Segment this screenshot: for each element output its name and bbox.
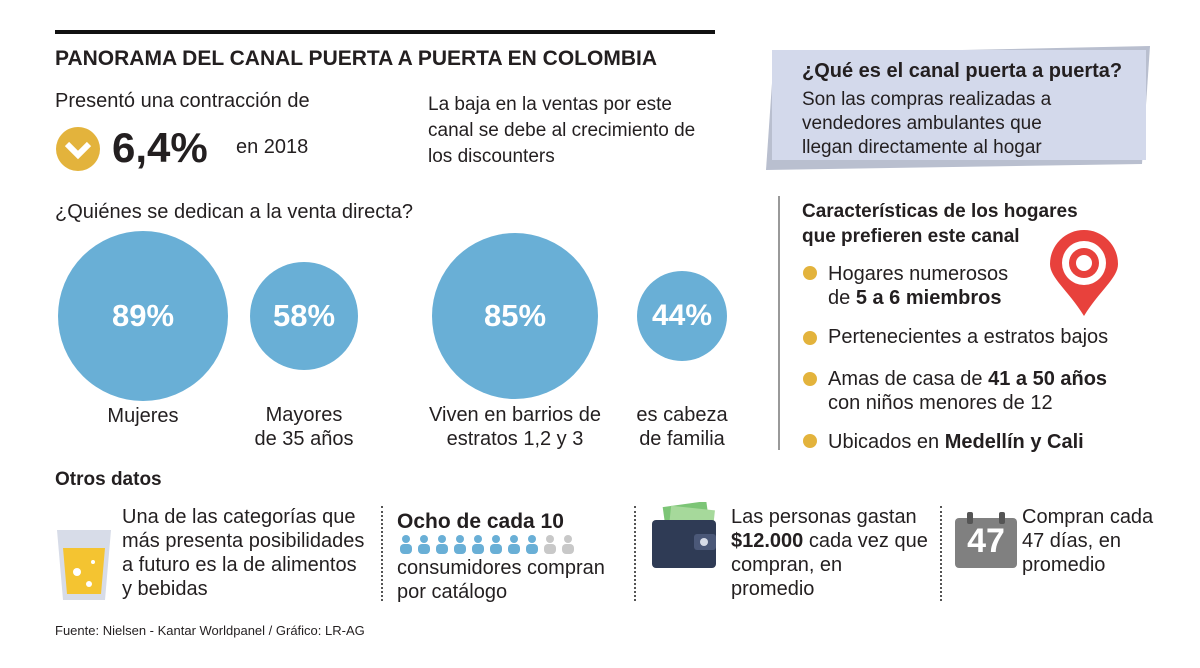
item-bold: Ocho de cada 10: [397, 510, 564, 533]
glass-icon: [57, 530, 111, 600]
separator: [940, 506, 942, 601]
other-title: Otros datos: [55, 469, 162, 490]
item-bold: 5 a 6 miembros: [855, 287, 1002, 309]
bullet: [803, 434, 817, 448]
item-bold: Medellín y Cali: [944, 431, 1084, 453]
wallet-icon: [652, 502, 716, 568]
household-item: Pertenecientes a estratos bajos: [828, 325, 1128, 349]
top-rule: [55, 30, 715, 34]
definition-question: ¿Qué es el canal puerta a puerta?: [802, 60, 1123, 82]
item-bold: $12.000: [731, 530, 804, 552]
bullet: [803, 331, 817, 345]
circle: 85%: [432, 233, 598, 399]
sellers-title: ¿Quiénes se dedican a la venta directa?: [55, 201, 413, 223]
other-item: Ocho de cada 10: [397, 510, 627, 534]
contraction-year: en 2018: [236, 136, 309, 158]
calendar-number: 47: [967, 522, 1005, 560]
item-text: Ubicados en: [828, 431, 940, 453]
circle-label: Mujeres: [107, 405, 179, 427]
definition-answer: Son las compras realizadas a vendedores …: [802, 89, 1052, 158]
separator: [381, 506, 383, 601]
note: La baja en la ventas por este canal se d…: [428, 94, 696, 167]
household-item: Ubicados en Medellín y Cali: [828, 430, 1128, 454]
source: Fuente: Nielsen - Kantar Worldpanel / Gr…: [55, 623, 365, 638]
household-item: Amas de casa de 41 a 50 años con niños me…: [828, 367, 1128, 415]
contraction-intro: Presentó una contracción de: [55, 90, 310, 112]
circle: 58%: [250, 262, 358, 370]
item-text: Hogares numerosos de: [828, 263, 1009, 309]
bullet: [803, 372, 817, 386]
other-item: Una de las categorías que más presenta p…: [122, 506, 365, 600]
title: PANORAMA DEL CANAL PUERTA A PUERTA EN CO…: [55, 47, 657, 70]
definition-box: [766, 46, 1150, 170]
item-text: con niños menores de 12: [828, 392, 1053, 414]
circle-label: Mayores de 35 años: [254, 404, 354, 450]
item-text: Amas de casa de: [828, 368, 983, 390]
other-item: Compran cada 47 días, en promedio: [1022, 506, 1154, 576]
households-title: Características de los hogares que prefi…: [802, 201, 1078, 247]
bullet: [803, 266, 817, 280]
down-icon: [56, 127, 100, 171]
contraction-value: 6,4%: [112, 124, 208, 171]
circle: 89%: [58, 231, 228, 401]
calendar-icon: [955, 512, 1017, 568]
people-icons: [400, 535, 574, 554]
circle-label: es cabeza de familia: [636, 404, 728, 450]
other-item: Las personas gastan $12.000 cada vez que …: [731, 505, 931, 601]
household-item: Hogares numerosos de 5 a 6 miembros: [828, 262, 1028, 310]
other-item: consumidores compran por catálogo: [397, 557, 605, 603]
circle: 44%: [637, 271, 727, 361]
item-text: Pertenecientes a estratos bajos: [828, 326, 1109, 348]
pin-icon: [1050, 230, 1118, 316]
divider: [778, 196, 780, 450]
item-text: Las personas gastan: [731, 506, 917, 528]
separator: [634, 506, 636, 601]
item-bold: 41 a 50 años: [988, 368, 1108, 390]
item-text: cada vez que compran, en promedio: [731, 530, 928, 600]
circle-label: Viven en barrios de estratos 1,2 y 3: [429, 404, 601, 450]
